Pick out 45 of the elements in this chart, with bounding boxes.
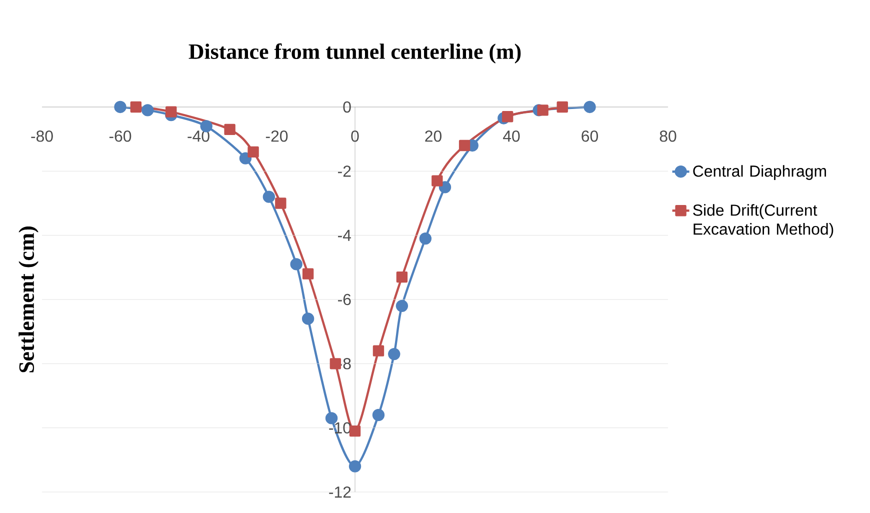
point	[372, 345, 384, 356]
point	[458, 140, 470, 152]
point	[248, 146, 259, 158]
point	[348, 460, 362, 472]
legend-label: Side Drift(Current Excavation Method)	[693, 204, 834, 238]
legend-label: Central Diaphragm	[693, 165, 826, 180]
point	[275, 198, 286, 209]
point	[330, 358, 342, 370]
y-axis-title: Settlement (cm)	[18, 226, 38, 372]
point	[584, 100, 596, 114]
y-tick-label: -2	[338, 166, 351, 177]
point	[142, 104, 154, 116]
x-tick-label: 40	[503, 130, 520, 142]
x-tick-label: 60	[582, 130, 598, 142]
point	[502, 111, 514, 122]
point	[262, 190, 276, 203]
point	[556, 101, 568, 113]
point	[302, 312, 314, 325]
y-tick-label: -6	[338, 294, 351, 306]
point	[419, 232, 432, 245]
point	[239, 152, 252, 164]
x-tick-label: -80	[31, 130, 53, 142]
x-axis-title: Distance from tunnel centerline (m)	[188, 43, 521, 64]
point	[537, 104, 548, 116]
point	[438, 181, 452, 194]
x-tick-label: 0	[351, 130, 359, 142]
x-tick-label: 20	[425, 130, 442, 142]
y-tick-label: -12	[329, 486, 351, 498]
x-tick-label: -20	[266, 130, 288, 142]
point	[290, 258, 302, 270]
point	[130, 101, 142, 113]
point	[388, 348, 400, 360]
x-tick-label: -60	[109, 130, 132, 142]
point	[166, 106, 177, 118]
point	[114, 100, 126, 114]
point	[432, 175, 443, 186]
point	[396, 300, 408, 312]
x-tick-label: 80	[660, 130, 676, 142]
point	[349, 425, 361, 437]
y-tick-label: -4	[338, 230, 352, 241]
point	[372, 408, 385, 422]
point	[302, 268, 314, 280]
point	[224, 124, 236, 136]
point	[396, 271, 408, 283]
y-tick-label: 0	[343, 101, 351, 113]
